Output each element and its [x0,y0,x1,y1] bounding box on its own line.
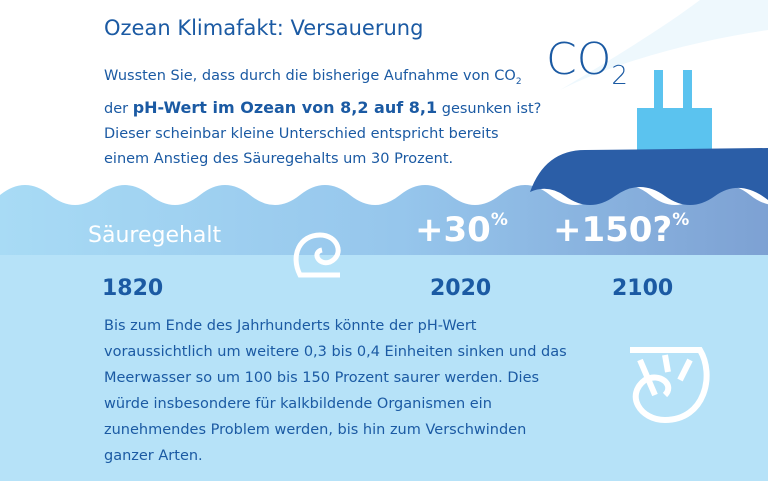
title: Ozean Klimafakt: Versauerung [104,16,424,40]
band-label: Säuregehalt [88,223,222,248]
year: 2100 [612,276,674,301]
intro-text: Wussten Sie, dass durch die bisherige Au… [104,64,544,172]
year: 2020 [430,276,492,301]
co2-sub: 2 [611,60,628,91]
text: Wussten Sie, dass durch die bisherige Au… [104,68,516,84]
shell-icon [630,347,710,424]
increase: +150?% [553,210,689,250]
increase-value: +150? [553,210,673,250]
outro-text: Bis zum Ende des Jahrhunderts könnte der… [104,318,567,464]
co2-text: CO [546,34,612,85]
unit: % [672,210,690,230]
unit: % [490,210,508,230]
shell-icon [293,232,341,278]
text: der [104,100,133,117]
text: gesunken ist? Dieser scheinbar kleine Un… [104,100,542,167]
bold-text: pH-Wert im Ozean von 8,2 auf 8,1 [132,97,438,117]
increase: +30% [415,210,508,250]
co2-label: CO2 [546,34,628,91]
subscript: 2 [515,76,522,87]
year: 1820 [102,276,164,301]
increase-value: +30 [415,210,491,250]
